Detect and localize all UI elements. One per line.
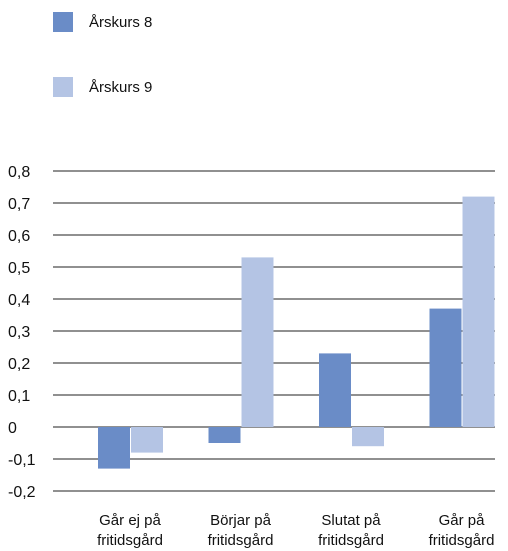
legend-swatch-1 <box>53 12 73 32</box>
y-tick-label: 0,4 <box>8 292 30 309</box>
legend-swatch-2 <box>53 77 73 97</box>
y-tick-label: 0,8 <box>8 164 30 181</box>
y-tick-label: -0,1 <box>8 452 36 469</box>
x-category-label: Börjar på fritidsgård <box>208 512 274 549</box>
gridlines <box>53 170 495 492</box>
legend: Årskurs 8 Årskurs 9 <box>53 12 152 97</box>
x-category-label: Går ej på fritidsgård <box>97 512 163 549</box>
y-tick-label: 0,1 <box>8 388 30 405</box>
bar-1-1 <box>98 427 130 469</box>
x-category-label: Slutat på fritidsgård <box>318 512 384 549</box>
x-category-label: Går på fritidsgård <box>429 512 495 549</box>
bar-2-4 <box>462 196 495 427</box>
bar-2-3 <box>352 427 384 447</box>
y-tick-label: 0,2 <box>8 356 30 373</box>
bars <box>98 196 495 469</box>
y-axis-ticks: 0,8 0,7 0,6 0,5 0,4 0,3 0,2 0,1 0 -0,1 -0,2 <box>8 164 36 501</box>
y-tick-label: 0 <box>8 420 17 437</box>
y-tick-label: 0,3 <box>8 324 30 341</box>
x-axis-labels: Går ej på fritidsgård Börjar på fritidsgård… <box>97 512 494 549</box>
bar-1-3 <box>319 353 351 427</box>
bar-2-2 <box>241 257 274 427</box>
legend-label-1: Årskurs 8 <box>89 14 152 31</box>
bar-1-4 <box>429 308 462 427</box>
y-tick-label: 0,5 <box>8 260 30 277</box>
legend-label-2: Årskurs 9 <box>89 79 152 96</box>
bar-1-2 <box>208 427 241 443</box>
y-tick-label: 0,7 <box>8 196 30 213</box>
y-tick-label: -0,2 <box>8 484 36 501</box>
y-tick-label: 0,6 <box>8 228 30 245</box>
bar-2-1 <box>131 427 163 453</box>
